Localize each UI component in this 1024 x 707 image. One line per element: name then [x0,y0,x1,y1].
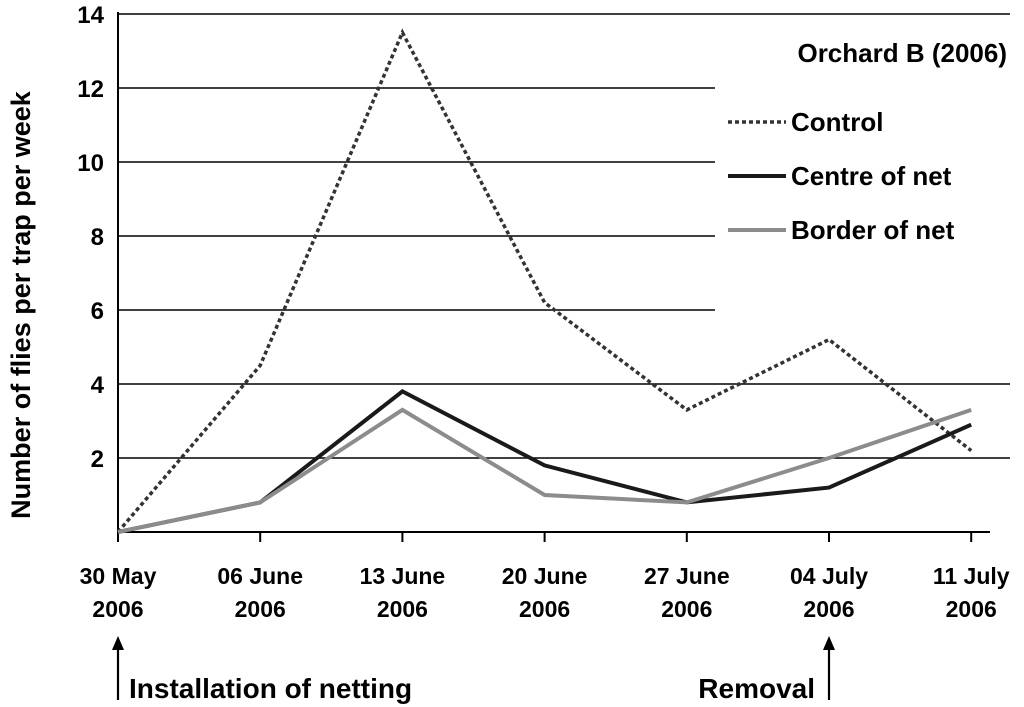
annotation-arrowhead-1 [823,636,835,650]
y-tick-label-6: 6 [91,298,104,325]
gridlines [118,13,1010,459]
legend-label-1: Centre of net [791,161,952,191]
x-tick-label-4: 27 June [644,563,730,589]
y-tick-label-4: 4 [91,372,105,399]
legend-label-0: Control [791,107,883,137]
x-tick-label-1: 06 June [217,563,303,589]
x-tick-label-6: 11 July [933,563,1010,589]
series-line-border-of-net [117,407,972,534]
y-tick-label-8: 8 [91,224,104,251]
x-tick-label-5: 04 July [790,563,868,589]
series-lines [116,28,973,534]
series-line-control [116,28,973,534]
x-tick-year-1: 2006 [235,596,286,622]
annotation-arrowhead-0 [112,636,124,650]
x-tick-year-5: 2006 [803,596,854,622]
x-tick-label-2: 13 June [360,563,446,589]
x-tick-label-3: 20 June [502,563,588,589]
y-axis-title: Number of flies per trap per week [6,90,36,519]
y-tick-label-14: 14 [77,2,104,29]
annotation-label-0: Installation of netting [129,673,412,704]
x-tick-year-3: 2006 [519,596,570,622]
legend-label-2: Border of net [791,215,955,245]
legend: Control Centre of net Border of net [728,107,955,245]
annotations: Installation of netting Removal [112,636,835,704]
y-tick-label-2: 2 [91,446,104,473]
series-line-centre-of-net [117,389,973,534]
y-tick-label-12: 12 [77,76,104,103]
axes [117,12,990,542]
x-tick-label-0: 30 May [80,563,157,589]
y-tick-label-10: 10 [77,150,104,177]
tick-labels: 2 4 6 8 10 12 14 30 May 2006 06 June 2006 13 June 20… [77,2,1009,622]
x-tick-year-0: 2006 [92,596,143,622]
x-tick-year-6: 2006 [946,596,997,622]
chart-title: Orchard B (2006) [797,38,1007,68]
annotation-label-1: Removal [698,673,815,704]
x-tick-year-4: 2006 [661,596,712,622]
x-tick-year-2: 2006 [377,596,428,622]
